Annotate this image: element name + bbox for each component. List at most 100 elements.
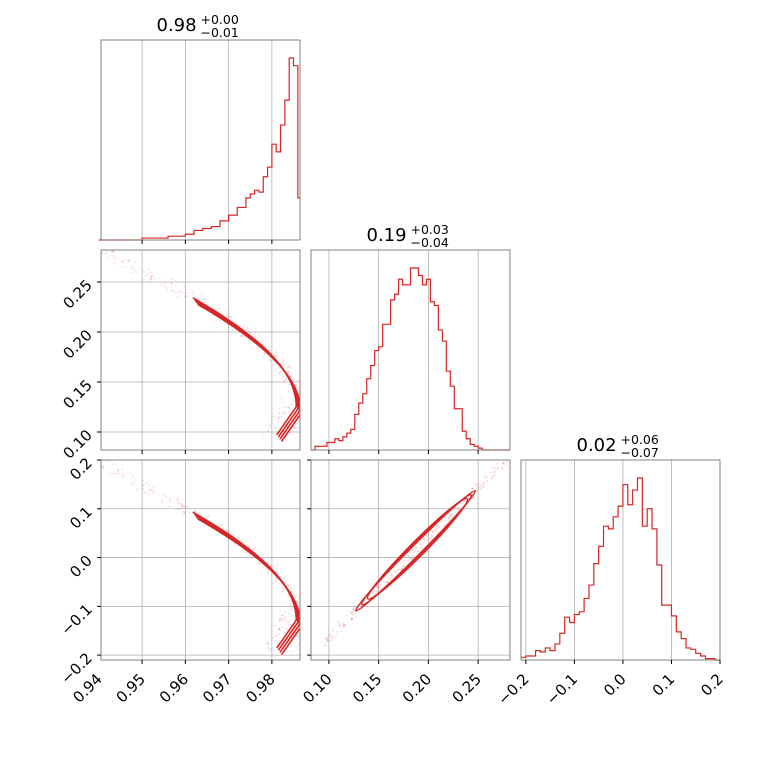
sample-point — [294, 593, 297, 596]
panel-frame-0-0 — [100, 39, 301, 241]
sample-point — [313, 413, 315, 415]
sample-point — [383, 581, 385, 584]
sample-point — [448, 515, 451, 518]
sample-point — [181, 291, 184, 294]
sample-point — [121, 476, 124, 479]
sample-point — [288, 370, 291, 373]
sample-point — [291, 379, 294, 382]
sample-point — [353, 609, 356, 611]
sample-point — [165, 495, 168, 498]
sample-point — [287, 370, 290, 373]
x-tick-label: 0.98 — [242, 670, 278, 706]
contour-level — [354, 490, 476, 612]
sample-point — [282, 376, 285, 379]
sample-point — [112, 255, 115, 257]
sample-point — [281, 614, 283, 617]
sample-point — [286, 366, 289, 369]
sample-point — [277, 411, 280, 413]
sample-point — [283, 588, 286, 591]
sample-point — [311, 626, 313, 628]
sample-point — [281, 619, 284, 622]
sample-point — [298, 390, 300, 393]
sample-point — [268, 642, 271, 645]
sample-point — [254, 335, 257, 338]
sample-point — [445, 523, 447, 526]
sample-point — [253, 546, 256, 549]
sample-point — [248, 339, 251, 342]
sample-point — [430, 534, 433, 537]
sample-point — [289, 366, 291, 368]
x-tick-label: 0.15 — [349, 670, 385, 706]
sample-point — [286, 372, 289, 375]
sample-point — [374, 590, 377, 593]
sample-point — [482, 485, 485, 488]
sample-point — [452, 509, 455, 512]
sample-point — [183, 505, 186, 508]
sample-point — [479, 488, 482, 491]
sample-point — [221, 524, 224, 527]
sample-point — [233, 545, 236, 547]
sample-point — [265, 424, 268, 426]
sample-point — [486, 480, 489, 482]
sample-point — [254, 331, 257, 334]
sample-point — [281, 372, 284, 375]
sample-point — [326, 640, 329, 642]
sample-point — [274, 625, 276, 628]
sample-point — [258, 563, 261, 565]
sample-point — [379, 583, 381, 586]
title-plus-2: +0.06 — [621, 432, 659, 447]
sample-point — [351, 617, 353, 620]
sample-point — [240, 335, 243, 338]
sample-point — [285, 378, 287, 381]
sample-point — [325, 641, 328, 643]
sample-point — [330, 637, 333, 640]
sample-point — [216, 533, 219, 536]
sample-point — [277, 628, 280, 631]
sample-point — [266, 568, 268, 571]
sample-point — [182, 510, 184, 513]
sample-point — [281, 410, 284, 413]
sample-point — [203, 298, 206, 301]
sample-point — [434, 533, 436, 536]
sample-point — [261, 436, 264, 439]
sample-point — [203, 524, 206, 527]
sample-point — [437, 531, 439, 534]
sample-point — [287, 585, 290, 588]
sample-point — [104, 253, 107, 255]
sample-point — [286, 627, 289, 630]
sample-point — [376, 586, 379, 589]
sample-point — [177, 502, 180, 505]
sample-point — [227, 324, 229, 327]
sample-point — [505, 454, 507, 456]
sample-point — [420, 547, 423, 550]
sample-point — [476, 489, 479, 492]
sample-point — [301, 409, 303, 411]
sample-point — [483, 482, 485, 485]
sample-point — [111, 472, 114, 475]
sample-point — [228, 530, 230, 532]
panel-title-2: 0.02 — [577, 435, 617, 456]
sample-point — [152, 491, 155, 494]
sample-point — [335, 635, 338, 638]
sample-point — [291, 429, 294, 432]
sample-point — [295, 646, 298, 649]
sample-point — [171, 283, 174, 286]
sample-point — [289, 584, 292, 587]
sample-point — [438, 524, 440, 526]
sample-point — [207, 515, 210, 518]
sample-point — [275, 634, 278, 637]
sample-point — [414, 548, 417, 551]
sample-point — [258, 563, 261, 565]
sample-point — [312, 619, 314, 621]
sample-point — [496, 462, 499, 465]
sample-point — [142, 278, 145, 281]
sample-point — [275, 350, 278, 353]
sample-point — [493, 474, 496, 476]
sample-point — [329, 634, 332, 637]
sample-point — [338, 624, 341, 627]
sample-point — [177, 497, 180, 499]
sample-point — [402, 565, 405, 568]
sample-point — [304, 620, 306, 622]
sample-point — [113, 472, 116, 475]
sample-point — [288, 389, 290, 392]
